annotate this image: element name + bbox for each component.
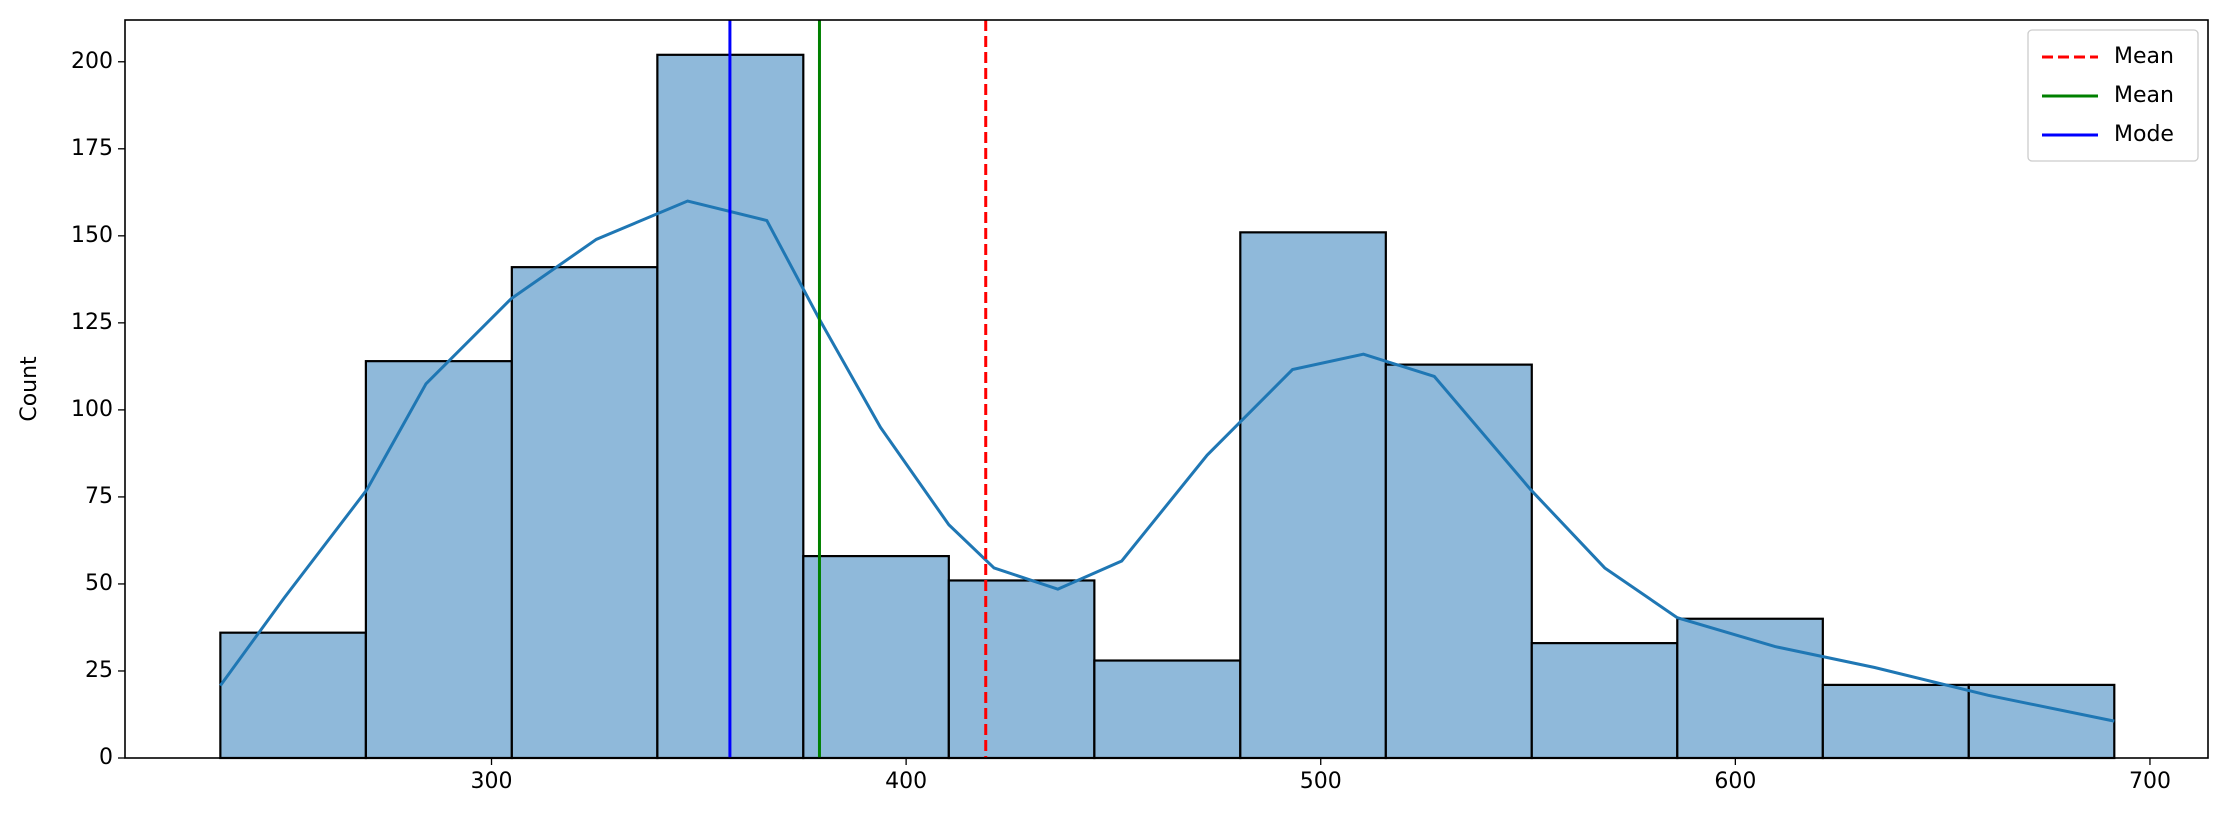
y-axis-label: Count [17, 356, 42, 422]
bar [1821, 683, 1970, 760]
bar [1530, 642, 1679, 760]
x-tick-label: 700 [2129, 769, 2171, 794]
x-tick-label: 300 [471, 769, 513, 794]
y-tick-label: 175 [71, 136, 113, 161]
x-tick-label: 500 [1300, 769, 1342, 794]
x-tick-label: 400 [885, 769, 927, 794]
legend-box [2027, 29, 2199, 162]
bar [1239, 231, 1387, 760]
legend-label: Mode [2114, 122, 2174, 147]
bar [510, 266, 659, 760]
y-tick-label: 100 [71, 397, 113, 422]
bar [947, 579, 1096, 760]
y-tick-label: 50 [85, 571, 113, 596]
legend-label: Mean [2114, 83, 2174, 108]
y-tick-label: 25 [85, 658, 113, 683]
legend-label: Mean [2114, 44, 2174, 69]
y-tick-label: 125 [71, 310, 113, 335]
bar [219, 631, 367, 760]
y-tick-label: 75 [85, 484, 113, 509]
bar [364, 360, 513, 760]
bar [1093, 659, 1242, 760]
plot-frame [124, 19, 2209, 759]
y-tick-label: 150 [71, 223, 113, 248]
y-tick-label: 200 [71, 49, 113, 74]
x-tick-label: 600 [1714, 769, 1756, 794]
bar [1384, 363, 1533, 760]
kde-line [219, 199, 2115, 723]
y-tick-label: 0 [99, 745, 113, 770]
bar [802, 554, 950, 760]
